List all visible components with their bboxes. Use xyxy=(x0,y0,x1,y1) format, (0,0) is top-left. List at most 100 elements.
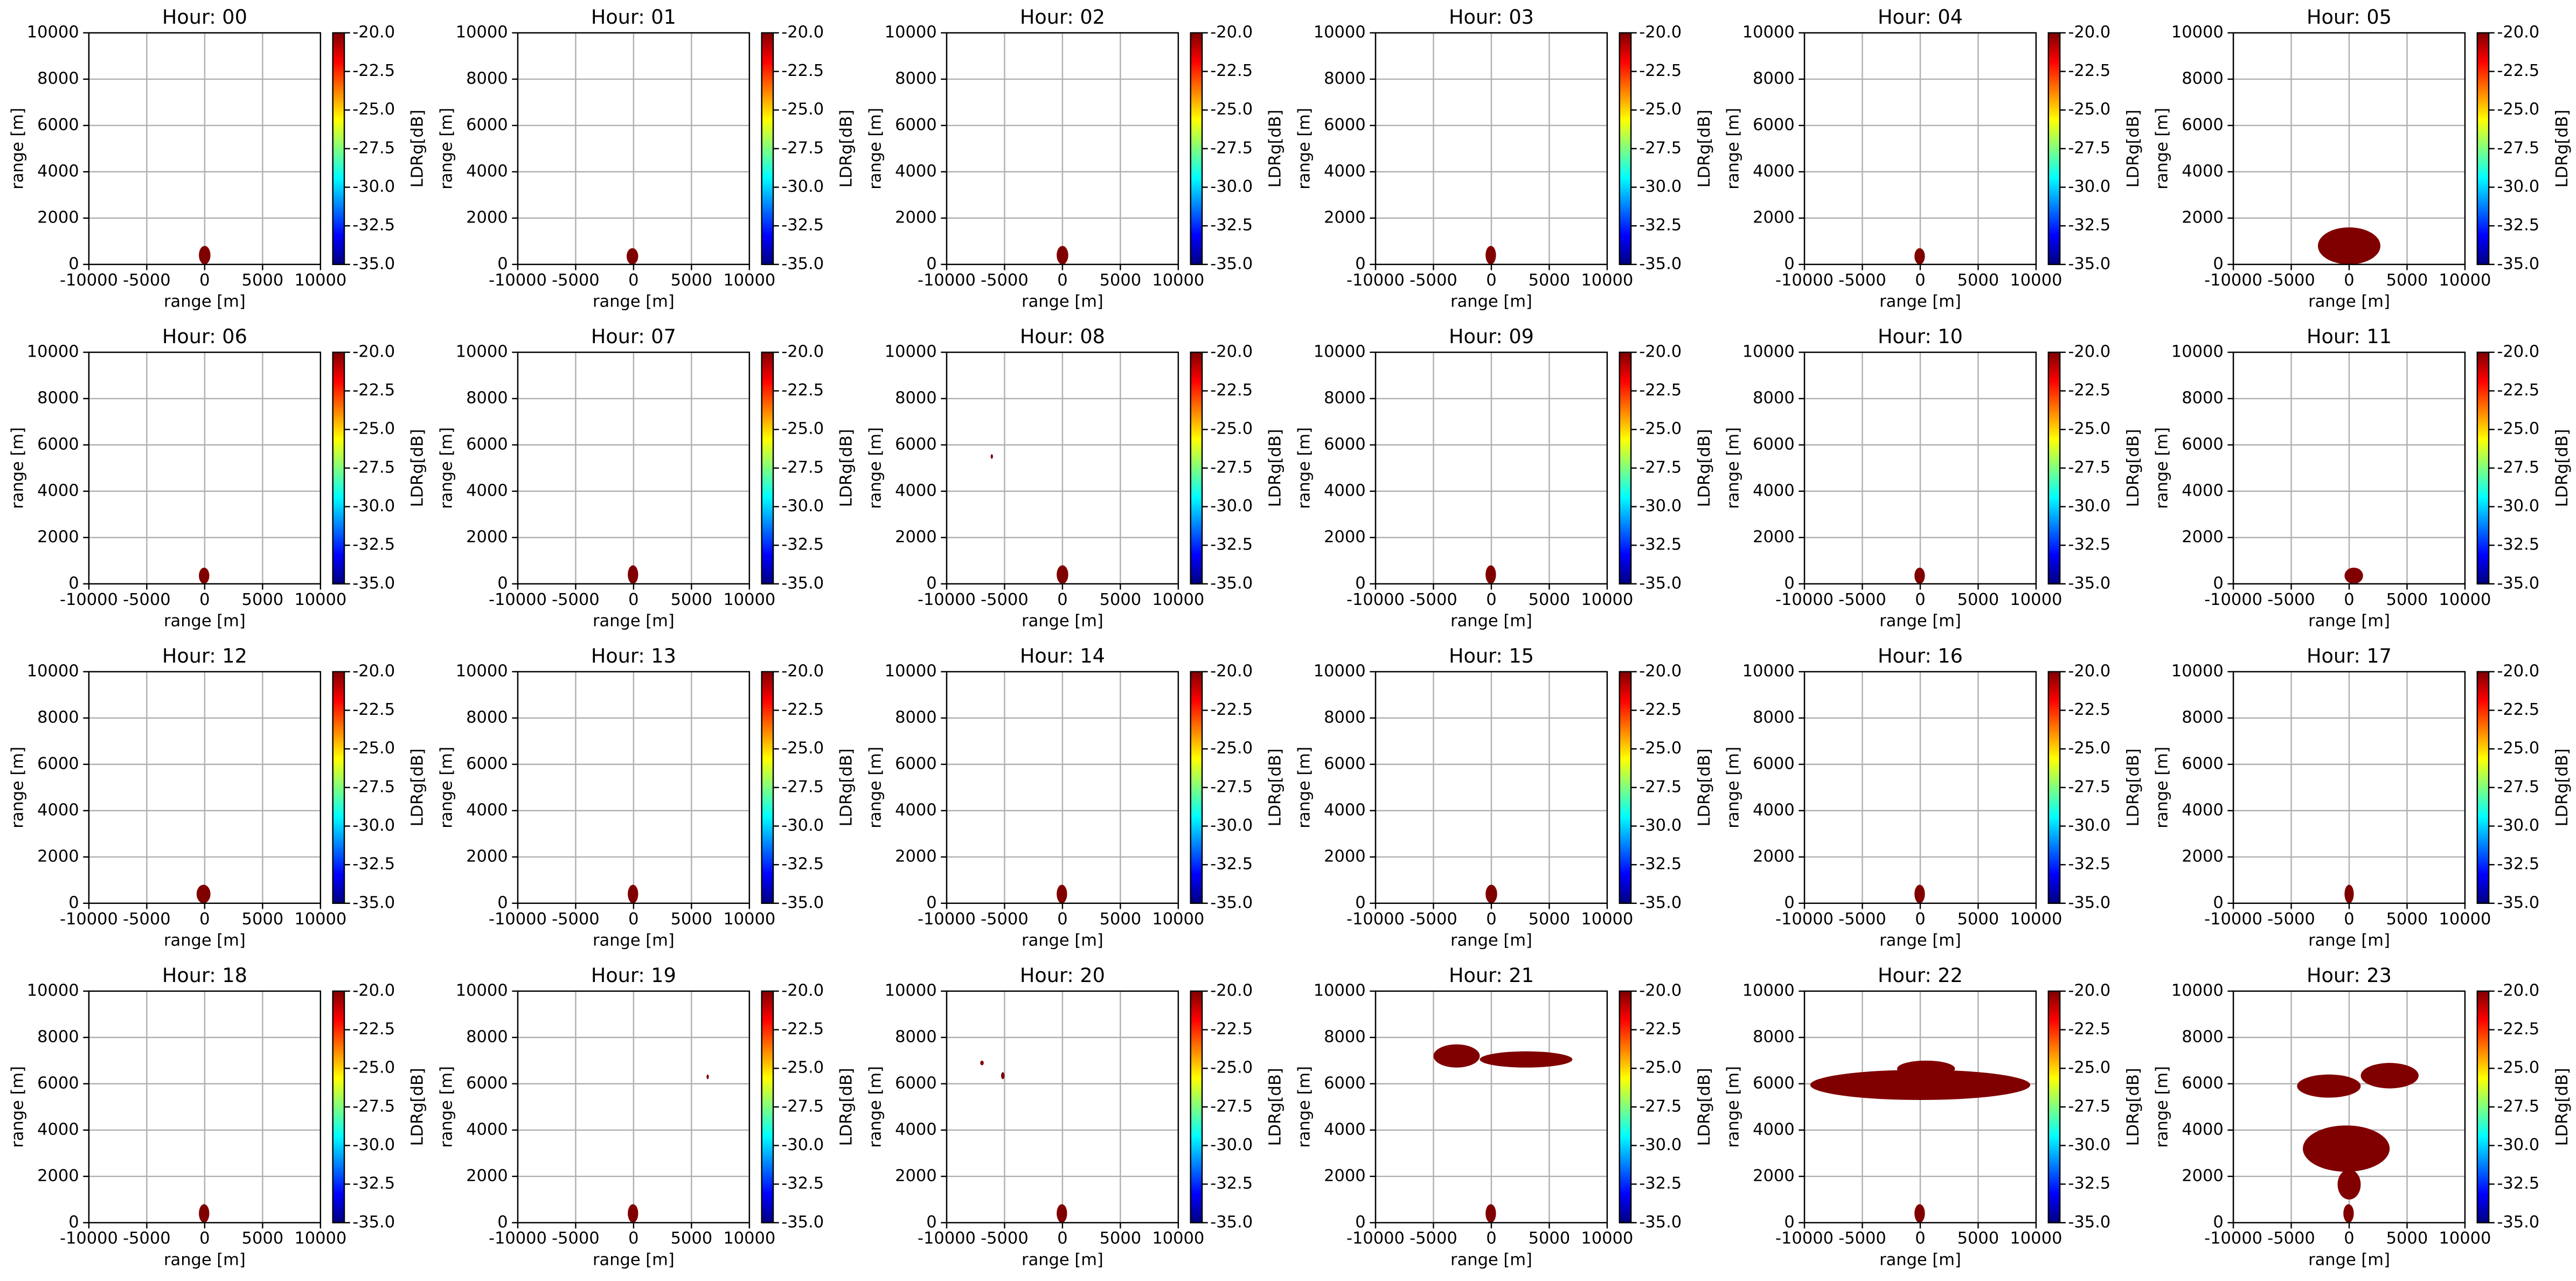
colorbar-tick-label: -25.0 xyxy=(2497,739,2539,758)
echo-patch xyxy=(1433,1044,1480,1068)
panel: Hour: 03 -10000 -5000 0 5000 10000 0 2000 4000 60… xyxy=(1295,5,1713,311)
colorbar-tick-label: -22.5 xyxy=(2068,381,2110,400)
y-axis-label: range [m] xyxy=(8,747,27,829)
colorbar-label: LDRg[dB] xyxy=(1266,109,1285,187)
colorbar-tick-label: -25.0 xyxy=(2068,739,2110,758)
y-tick-label: 8000 xyxy=(895,388,937,407)
axes-frame xyxy=(1374,990,1608,1223)
y-tick-label: 10000 xyxy=(456,23,508,41)
x-axis-label: range [m] xyxy=(1450,1250,1532,1269)
echo-patch xyxy=(1485,885,1497,903)
axes-frame xyxy=(946,990,1179,1223)
colorbar-tick-label: -27.5 xyxy=(352,777,395,796)
x-tick-label: 10000 xyxy=(1152,910,1204,929)
x-tick-label: 0 xyxy=(199,1229,210,1248)
y-tick-label: 2000 xyxy=(1324,527,1366,546)
x-tick-label: 0 xyxy=(1486,271,1496,290)
colorbar-tick-label: -25.0 xyxy=(2068,100,2110,119)
colorbar-tick-label: -32.5 xyxy=(1639,535,1682,554)
colorbar-tick-label: -22.5 xyxy=(2497,61,2539,80)
patches xyxy=(1914,567,1925,584)
colorbar-tick-label: -35.0 xyxy=(352,1213,395,1231)
x-tick-label: -5000 xyxy=(981,910,1029,929)
x-tick-label: -5000 xyxy=(1838,910,1886,929)
x-tick-label: 0 xyxy=(1915,910,1925,929)
x-tick-label: 5000 xyxy=(2386,1229,2428,1248)
echo-patch xyxy=(626,248,638,264)
y-tick-label: 4000 xyxy=(2182,800,2224,819)
colorbar-tick-label: -32.5 xyxy=(781,535,824,554)
y-tick-label: 0 xyxy=(1784,254,1794,273)
colorbar xyxy=(761,351,774,585)
patches xyxy=(1485,565,1496,584)
panel: Hour: 00 -10000 -5000 0 5000 10000 0 2000 4000 60… xyxy=(8,5,427,311)
y-axis-label: range [m] xyxy=(2153,747,2171,829)
patches xyxy=(196,885,211,903)
y-tick-label: 6000 xyxy=(1324,115,1366,134)
y-tick-label: 2000 xyxy=(895,847,937,866)
x-tick-label: 10000 xyxy=(2439,271,2491,290)
y-tick-label: 8000 xyxy=(1324,708,1366,727)
colorbar-label: LDRg[dB] xyxy=(2124,748,2143,826)
x-tick-label: -10000 xyxy=(1346,271,1405,290)
echo-patch xyxy=(1001,1072,1005,1080)
echo-patch xyxy=(2337,1169,2361,1200)
x-tick-label: 0 xyxy=(199,590,210,609)
colorbar-tick-label: -30.0 xyxy=(2497,1136,2539,1154)
colorbar-tick-label: -27.5 xyxy=(1639,777,1682,796)
y-tick-label: 0 xyxy=(1355,254,1365,273)
x-tick-label: -5000 xyxy=(1409,910,1457,929)
colorbar-tick-label: -30.0 xyxy=(781,1136,824,1154)
colorbar-tick-label: -22.5 xyxy=(352,381,395,400)
colorbar-tick-label: -22.5 xyxy=(1210,61,1253,80)
axes-frame xyxy=(517,351,751,585)
colorbar-tick-label: -25.0 xyxy=(352,739,395,758)
y-tick-label: 2000 xyxy=(466,527,508,546)
echo-patch xyxy=(1057,246,1068,264)
x-axis-label: range [m] xyxy=(1022,611,1103,630)
x-tick-label: -5000 xyxy=(1409,590,1457,609)
x-tick-label: 10000 xyxy=(2439,1229,2491,1248)
y-tick-label: 4000 xyxy=(1753,800,1795,819)
panel: Hour: 06 -10000 -5000 0 5000 10000 0 2000 4000 60… xyxy=(8,325,427,630)
colorbar xyxy=(2047,671,2061,904)
colorbar-tick-label: -30.0 xyxy=(2497,816,2539,835)
y-tick-label: 10000 xyxy=(1742,981,1795,1000)
colorbar-tick-label: -30.0 xyxy=(1210,177,1253,196)
x-tick-label: 5000 xyxy=(2386,590,2428,609)
colorbar-tick-label: -30.0 xyxy=(781,497,824,516)
panel-title: Hour: 15 xyxy=(1449,644,1534,667)
x-tick-label: 5000 xyxy=(671,1229,713,1248)
y-axis-label: range [m] xyxy=(866,1066,885,1148)
y-tick-label: 2000 xyxy=(37,208,79,227)
x-tick-label: -10000 xyxy=(918,271,976,290)
echo-patch xyxy=(980,1060,984,1066)
colorbar xyxy=(1190,32,1203,266)
colorbar-tick-label: -30.0 xyxy=(352,1136,395,1154)
colorbar-tick-label: -22.5 xyxy=(2068,1020,2110,1039)
x-tick-label: -10000 xyxy=(918,1229,976,1248)
colorbar xyxy=(332,351,345,585)
colorbar-tick-label: -20.0 xyxy=(1639,662,1682,680)
x-tick-label: -5000 xyxy=(1409,1229,1457,1248)
patches xyxy=(628,565,638,584)
echo-patch xyxy=(199,1204,210,1223)
colorbar xyxy=(1190,990,1203,1223)
colorbar-tick-label: -32.5 xyxy=(352,1174,395,1193)
colorbar xyxy=(1619,990,1632,1223)
y-tick-label: 10000 xyxy=(2171,342,2224,361)
y-tick-label: 0 xyxy=(497,1213,508,1231)
echo-patch xyxy=(1810,1070,2031,1100)
echo-patch xyxy=(1914,885,1925,903)
colorbar-tick-label: -25.0 xyxy=(1639,739,1682,758)
echo-patch xyxy=(2360,1063,2419,1089)
x-axis-label: range [m] xyxy=(164,292,246,311)
colorbar-tick-label: -20.0 xyxy=(1210,23,1253,41)
x-axis-label: range [m] xyxy=(1879,931,1961,950)
colorbar-tick-label: -27.5 xyxy=(2068,777,2110,796)
y-axis-label: range [m] xyxy=(437,108,456,190)
y-tick-label: 8000 xyxy=(1753,69,1795,88)
panel-title: Hour: 23 xyxy=(2307,964,2392,987)
panel-title: Hour: 07 xyxy=(591,325,676,348)
colorbar xyxy=(332,990,345,1223)
